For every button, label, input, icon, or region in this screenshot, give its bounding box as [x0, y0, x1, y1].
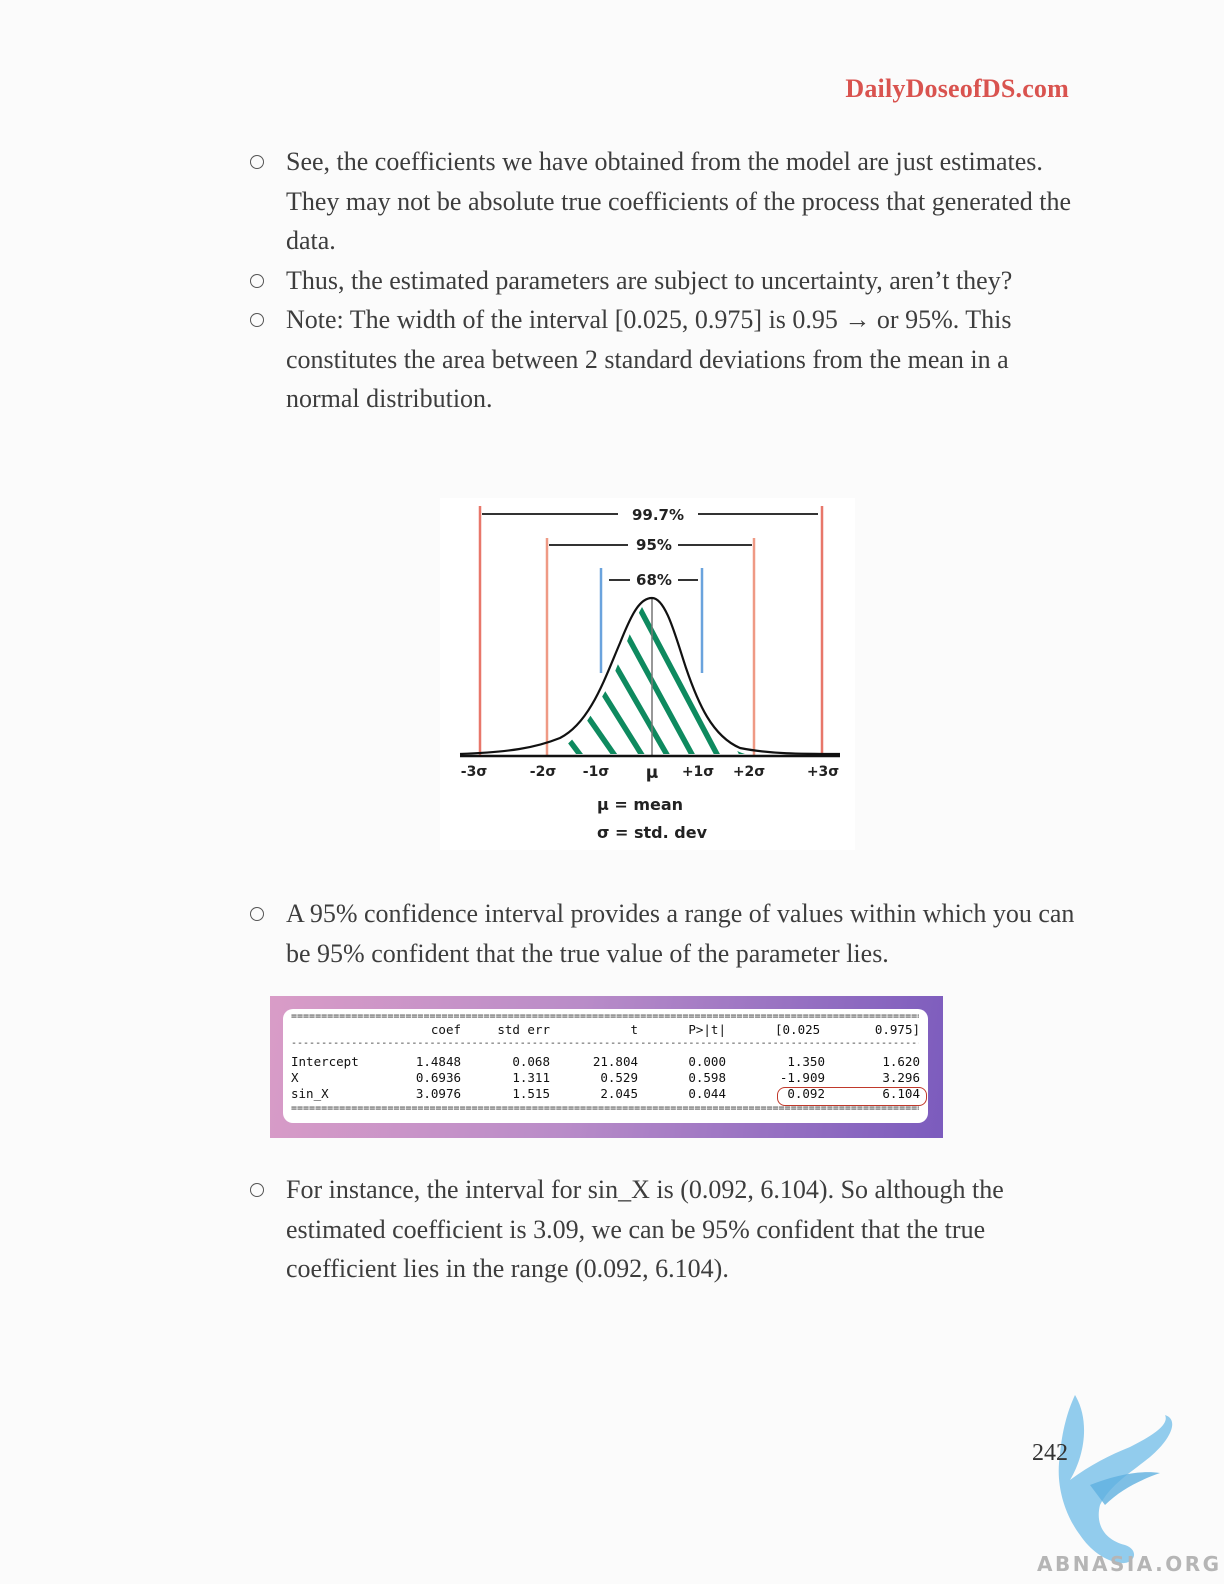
- hollow-circle-bullet-icon: [250, 1183, 264, 1197]
- column-header: t: [630, 1022, 638, 1037]
- bullet-text: Thus, the estimated parameters are subje…: [286, 265, 1013, 295]
- legend-std-dev: σ = std. dev: [597, 823, 708, 842]
- normal-distribution-svg: 99.7% 95% 68% -3σ -2σ -1σ μ +1σ: [459, 506, 841, 842]
- bullet-text: A 95% confidence interval provides a ran…: [286, 899, 1075, 968]
- column-header: P>|t|: [688, 1022, 726, 1037]
- hollow-circle-bullet-icon: [250, 273, 264, 288]
- bullet-list-mid: A 95% confidence interval provides a ran…: [250, 894, 1080, 973]
- label-997: 99.7%: [632, 506, 684, 524]
- tick-label: -1σ: [583, 764, 610, 780]
- page-number: 242: [1032, 1440, 1068, 1466]
- bullet-text: For instance, the interval for sin_X is …: [286, 1175, 1004, 1283]
- regression-table: ========================================…: [283, 1009, 928, 1123]
- bullet-item: Thus, the estimated parameters are subje…: [250, 261, 1080, 301]
- bullet-item: A 95% confidence interval provides a ran…: [250, 894, 1080, 973]
- table-rule-double: ========================================…: [291, 1014, 919, 1020]
- hatched-area: [553, 598, 745, 754]
- label-68: 68%: [636, 571, 672, 589]
- table-cell: 0.000: [688, 1054, 726, 1069]
- column-header: 0.975]: [874, 1022, 920, 1037]
- watermark-text: ABNASIA.ORG: [1037, 1552, 1222, 1576]
- legend-mean: μ = mean: [597, 795, 683, 814]
- bullet-item: For instance, the interval for sin_X is …: [250, 1170, 1080, 1289]
- bullet-item: Note: The width of the interval [0.025, …: [250, 300, 1080, 419]
- confidence-interval-highlight: [777, 1087, 927, 1106]
- table-cell: 0.529: [600, 1070, 638, 1085]
- normal-distribution-figure: 99.7% 95% 68% -3σ -2σ -1σ μ +1σ: [440, 498, 855, 850]
- tick-label: -2σ: [530, 764, 557, 780]
- table-rule-double: ========================================…: [291, 1106, 919, 1112]
- bullet-item: See, the coefficients we have obtained f…: [250, 142, 1080, 261]
- table-cell: 1.4848: [415, 1054, 461, 1069]
- bell-curve: [459, 596, 841, 756]
- table-cell: 0.598: [688, 1070, 726, 1085]
- site-header: DailyDoseofDS.com: [845, 74, 1069, 103]
- bullet-text: Note: The width of the interval [0.025, …: [286, 305, 1012, 413]
- column-header: [0.025: [775, 1022, 821, 1037]
- bullet-list-bottom: For instance, the interval for sin_X is …: [250, 1170, 1080, 1289]
- column-header: coef: [430, 1022, 461, 1037]
- table-cell: 6.104: [882, 1086, 920, 1101]
- table-cell: 1.515: [512, 1086, 550, 1101]
- table-cell: 3.296: [882, 1070, 920, 1085]
- tick-label: +1σ: [682, 764, 714, 780]
- table-cell: 2.045: [600, 1086, 638, 1101]
- regression-table-frame: ========================================…: [270, 996, 943, 1138]
- bullet-text: See, the coefficients we have obtained f…: [286, 147, 1072, 255]
- tick-label: +2σ: [733, 764, 765, 780]
- tick-label: +3σ: [807, 764, 839, 780]
- tick-label: μ: [646, 763, 659, 783]
- table-cell: 21.804: [592, 1054, 638, 1069]
- row-label: X: [291, 1070, 299, 1085]
- column-header: std err: [497, 1022, 550, 1037]
- table-cell: -1.909: [779, 1070, 825, 1085]
- table-cell: 0.044: [688, 1086, 726, 1101]
- row-label: Intercept: [291, 1054, 359, 1069]
- hollow-circle-bullet-icon: [250, 907, 264, 921]
- tick-label: -3σ: [461, 764, 488, 780]
- label-95: 95%: [636, 536, 672, 554]
- griffin-logo-icon: [1058, 1395, 1173, 1564]
- table-cell: 3.0976: [415, 1086, 461, 1101]
- row-label: sin_X: [291, 1086, 329, 1101]
- table-cell: 1.620: [882, 1054, 920, 1069]
- table-cell: 1.350: [787, 1054, 825, 1069]
- table-cell: 1.311: [512, 1070, 550, 1085]
- table-rule-single: ----------------------------------------…: [291, 1041, 919, 1047]
- table-cell: 0.068: [512, 1054, 550, 1069]
- hollow-circle-bullet-icon: [250, 155, 264, 169]
- bullet-list-top: See, the coefficients we have obtained f…: [250, 142, 1080, 419]
- hollow-circle-bullet-icon: [250, 313, 264, 327]
- table-cell: 0.092: [787, 1086, 825, 1101]
- table-cell: 0.6936: [415, 1070, 461, 1085]
